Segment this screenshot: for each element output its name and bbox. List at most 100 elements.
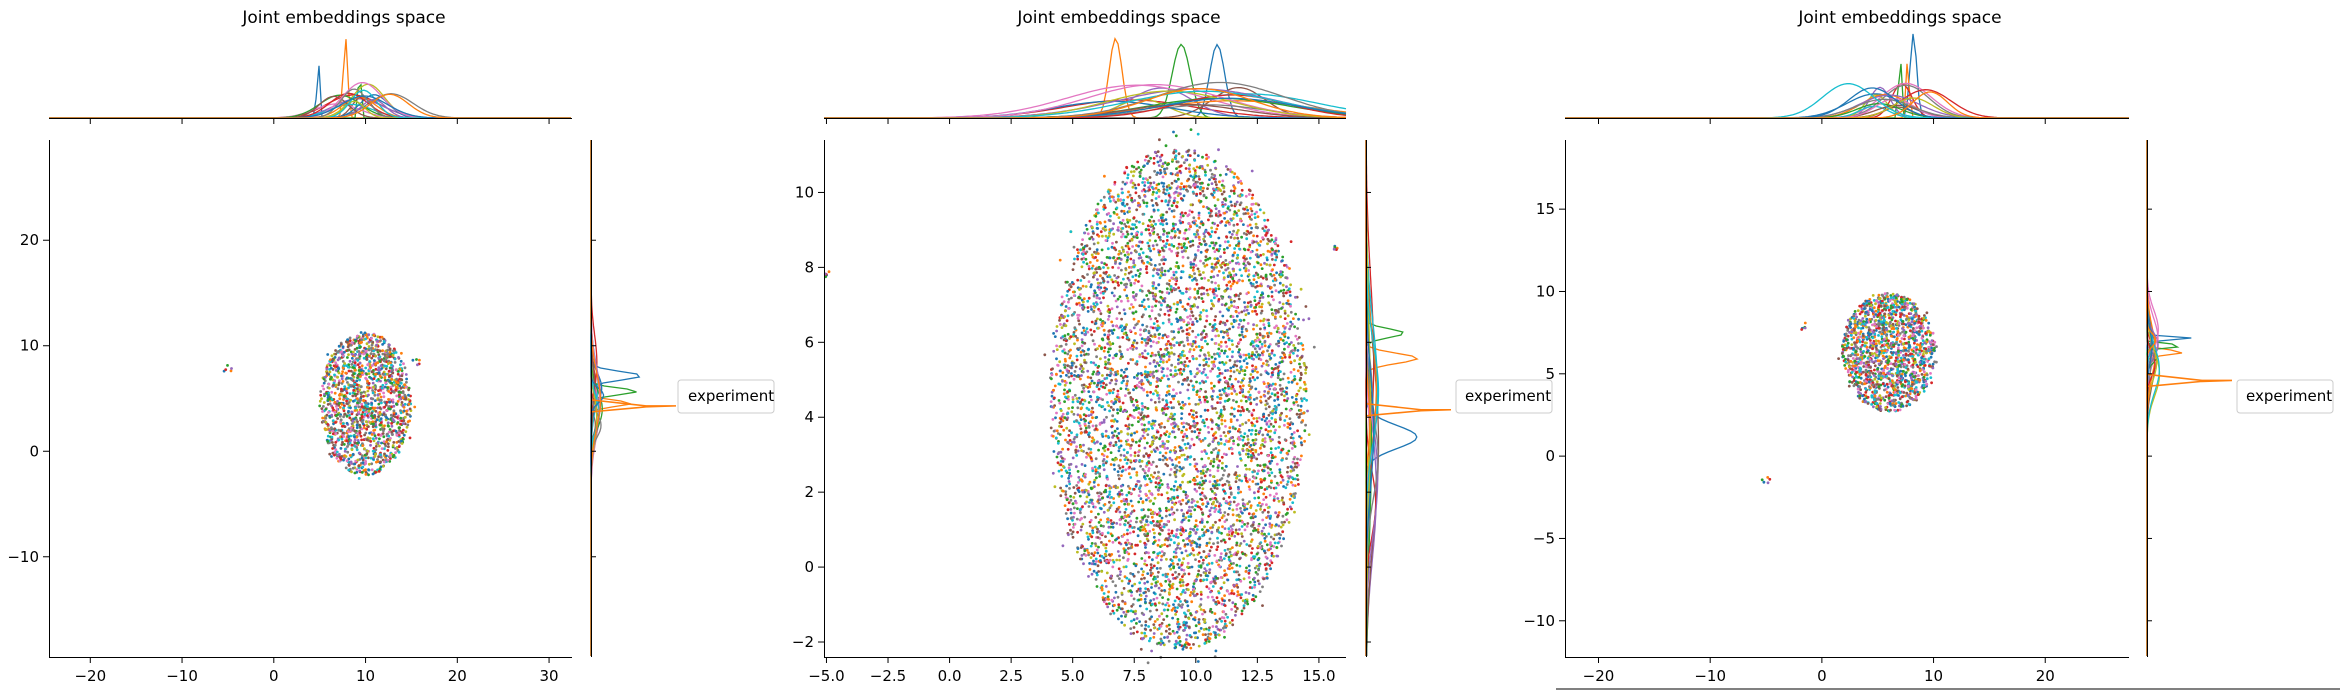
panel-2-point bbox=[1137, 570, 1140, 574]
panel-1-point bbox=[366, 389, 370, 393]
panel-2-point bbox=[1299, 287, 1303, 291]
panel-2-point bbox=[1135, 520, 1138, 524]
panel-2-point bbox=[1225, 518, 1229, 522]
panel-2-point bbox=[1084, 285, 1088, 288]
panel-1-point bbox=[387, 369, 391, 373]
panel-1-point bbox=[371, 425, 375, 429]
panel-1-point bbox=[374, 372, 377, 376]
panel-1-point bbox=[392, 351, 396, 355]
panel-1-point bbox=[359, 392, 363, 396]
panel-1-point bbox=[358, 431, 362, 435]
panel-1-point bbox=[372, 359, 376, 362]
panel-2-point bbox=[1063, 366, 1067, 369]
panel-1-point bbox=[379, 339, 382, 342]
panel-1-point bbox=[353, 441, 357, 445]
panel-2-point bbox=[1168, 564, 1171, 568]
panel-2-point bbox=[1274, 289, 1278, 293]
panel-2-point bbox=[1257, 453, 1260, 456]
panel-1-point bbox=[331, 432, 335, 436]
panel-1-legend-label: experiment bbox=[688, 387, 774, 405]
panel-1-point bbox=[330, 397, 334, 401]
panel-1-point bbox=[371, 420, 375, 424]
panel-2-point bbox=[1115, 608, 1119, 612]
panel-2-point bbox=[1152, 181, 1156, 185]
panel-2-point bbox=[1058, 401, 1062, 405]
panel-2-point bbox=[1096, 395, 1099, 399]
panel-2-point bbox=[1145, 537, 1149, 541]
panel-2-point bbox=[1218, 361, 1222, 364]
panel-1-point bbox=[364, 337, 367, 341]
panel-1-point bbox=[385, 416, 388, 420]
panel-2-point bbox=[1113, 596, 1116, 600]
panel-2-point bbox=[1239, 457, 1242, 460]
panel-2-point bbox=[1222, 190, 1226, 194]
panel-1-point bbox=[348, 392, 352, 395]
panel-2-point bbox=[1249, 443, 1253, 447]
panel-2-point bbox=[1215, 227, 1219, 231]
panel-1-point bbox=[356, 420, 359, 424]
panel-2-point bbox=[1273, 404, 1277, 408]
panel-2-point bbox=[1179, 326, 1183, 330]
panel-2-point bbox=[1170, 322, 1173, 326]
panel-1-point bbox=[358, 354, 362, 358]
panel-2-point bbox=[1075, 484, 1079, 487]
panel-2-point bbox=[1150, 309, 1154, 313]
panel-2-point bbox=[1181, 270, 1185, 274]
panel-2-point bbox=[1269, 447, 1273, 451]
panel-2-point bbox=[1203, 620, 1206, 624]
panel-2-point bbox=[1186, 338, 1189, 342]
panel-1-point bbox=[355, 379, 359, 383]
panel-2-point bbox=[1203, 276, 1206, 280]
panel-1-point bbox=[403, 366, 407, 370]
panel-2-point bbox=[1145, 294, 1149, 297]
panel-1-point bbox=[327, 386, 331, 390]
panel-1-point bbox=[354, 339, 358, 343]
panel-1-point bbox=[374, 470, 378, 474]
panel-1-point bbox=[355, 468, 359, 471]
panel-1-point bbox=[407, 398, 410, 401]
panel-2-point bbox=[1079, 377, 1082, 381]
panel-2-point bbox=[1159, 347, 1163, 351]
panel-2-point bbox=[1083, 341, 1087, 345]
panel-2-point bbox=[1257, 568, 1260, 572]
panel-2-point bbox=[1252, 327, 1255, 331]
panel-1-point bbox=[388, 355, 392, 359]
panel-1-point bbox=[402, 433, 406, 437]
panel-2-point bbox=[1102, 381, 1105, 385]
panel-2-point bbox=[1286, 466, 1290, 469]
panel-1-point bbox=[356, 432, 360, 436]
panel-2-point bbox=[1154, 186, 1158, 190]
panel-2-point bbox=[1278, 383, 1282, 387]
panel-2-point bbox=[1175, 532, 1178, 536]
panel-1-point bbox=[408, 407, 412, 411]
panel-1-point bbox=[356, 374, 360, 378]
panel-2-point bbox=[1141, 404, 1145, 408]
panel-1-point bbox=[352, 364, 356, 367]
panel-2-point bbox=[1279, 378, 1282, 382]
panel-2-point bbox=[1224, 302, 1228, 306]
panel-2-point bbox=[1259, 451, 1263, 455]
panel-2-point bbox=[1118, 577, 1121, 580]
panel-2-point bbox=[1067, 480, 1071, 483]
panel-2-point bbox=[1199, 401, 1203, 404]
panel-2-point bbox=[1148, 529, 1152, 533]
panel-2-point bbox=[1159, 360, 1162, 363]
panel-1-point bbox=[380, 447, 384, 450]
panel-2-point bbox=[1157, 470, 1160, 474]
panel-2-point bbox=[1214, 520, 1217, 524]
panel-1-point bbox=[391, 433, 394, 436]
panel-2-point bbox=[1214, 180, 1217, 184]
panel-2-point bbox=[1194, 297, 1198, 301]
panel-2-point bbox=[1283, 419, 1287, 422]
panel-1-point bbox=[380, 386, 384, 390]
panel-2-point bbox=[1113, 429, 1117, 433]
panel-2-point bbox=[1176, 485, 1180, 489]
panel-2-point bbox=[1211, 440, 1215, 443]
panel-2-point bbox=[1231, 325, 1235, 329]
panel-2-point bbox=[1195, 357, 1198, 361]
panel-2-point bbox=[1174, 180, 1178, 183]
panel-2-point bbox=[1210, 307, 1213, 311]
panel-1-point bbox=[337, 401, 341, 405]
panel-2-point bbox=[1196, 154, 1200, 158]
panel-1-point bbox=[333, 373, 336, 377]
